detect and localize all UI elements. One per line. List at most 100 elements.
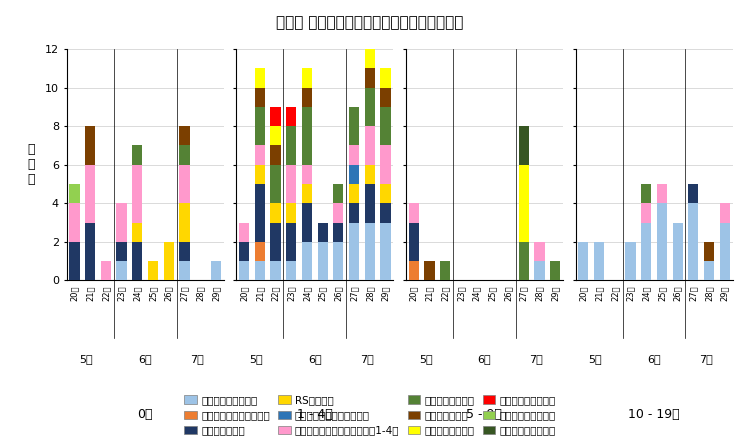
Bar	[302, 242, 312, 280]
Bar	[534, 261, 545, 280]
Bar	[380, 146, 391, 184]
Text: 0歳: 0歳	[138, 408, 153, 421]
Bar	[286, 261, 296, 280]
Bar	[286, 222, 296, 261]
Bar	[85, 126, 95, 165]
Bar	[85, 222, 95, 280]
Bar	[255, 184, 265, 242]
Bar	[101, 261, 111, 280]
Text: 5月: 5月	[588, 354, 602, 364]
Bar	[255, 107, 265, 146]
Bar	[270, 126, 280, 146]
Bar	[255, 88, 265, 107]
Bar	[408, 222, 419, 261]
Bar	[594, 242, 604, 280]
Bar	[333, 203, 343, 222]
Bar	[302, 107, 312, 165]
Bar	[333, 242, 343, 280]
Bar	[380, 222, 391, 280]
Bar	[657, 203, 667, 280]
Legend: 新型コロナウイルス, インフルエンザウイルス, ライノウイルス, RSウイルス, ヒトメタニューモウイルス, パラインフルエンザウイルス1-4型, ヒトボカウイ: 新型コロナウイルス, インフルエンザウイルス, ライノウイルス, RSウイルス,…	[181, 391, 559, 440]
Bar	[132, 146, 142, 165]
Text: 6月: 6月	[477, 354, 491, 364]
Bar	[365, 126, 375, 165]
Bar	[380, 184, 391, 203]
Bar	[349, 203, 359, 222]
Bar	[365, 184, 375, 222]
Bar	[85, 165, 95, 222]
Bar	[148, 261, 158, 280]
Bar	[380, 88, 391, 107]
Bar	[179, 203, 189, 242]
Bar	[349, 222, 359, 280]
Bar	[380, 203, 391, 222]
Bar	[641, 184, 651, 203]
Bar	[70, 184, 80, 203]
Bar	[578, 242, 588, 280]
Bar	[132, 222, 142, 242]
Bar	[302, 88, 312, 107]
Bar	[333, 184, 343, 203]
Bar	[179, 261, 189, 280]
Y-axis label: 検
出
数: 検 出 数	[27, 143, 35, 186]
Bar	[286, 203, 296, 222]
Bar	[132, 242, 142, 280]
Bar	[380, 68, 391, 88]
Bar	[255, 68, 265, 88]
Bar	[673, 222, 683, 280]
Bar	[349, 184, 359, 203]
Text: 5月: 5月	[249, 354, 263, 364]
Bar	[270, 203, 280, 222]
Text: 7月: 7月	[699, 354, 713, 364]
Text: 6月: 6月	[648, 354, 661, 364]
Bar	[179, 126, 189, 146]
Bar	[688, 203, 699, 280]
Bar	[534, 242, 545, 261]
Bar	[704, 242, 714, 261]
Text: 5 - 9歳: 5 - 9歳	[466, 408, 502, 421]
Bar	[519, 242, 529, 280]
Text: 10 - 19歳: 10 - 19歳	[628, 408, 680, 421]
Text: 5月: 5月	[79, 354, 93, 364]
Bar	[179, 242, 189, 261]
Bar	[349, 146, 359, 165]
Bar	[116, 261, 127, 280]
Bar	[132, 165, 142, 222]
Bar	[550, 261, 560, 280]
Bar	[211, 261, 221, 280]
Bar	[116, 203, 127, 242]
Bar	[270, 261, 280, 280]
Bar	[408, 203, 419, 222]
Bar	[286, 107, 296, 126]
Text: 5月: 5月	[419, 354, 432, 364]
Bar	[625, 242, 636, 280]
Bar	[349, 107, 359, 146]
Bar	[302, 203, 312, 242]
Bar	[365, 88, 375, 126]
Bar	[255, 146, 265, 165]
Bar	[688, 184, 699, 203]
Text: 7月: 7月	[190, 354, 204, 364]
Bar	[302, 68, 312, 88]
Text: 1 - 4歳: 1 - 4歳	[297, 408, 333, 421]
Bar	[365, 68, 375, 88]
Bar	[380, 107, 391, 146]
Bar	[239, 242, 249, 261]
Bar	[365, 165, 375, 184]
Bar	[270, 146, 280, 165]
Bar	[255, 261, 265, 280]
Bar	[641, 203, 651, 222]
Bar	[333, 222, 343, 242]
Bar	[286, 126, 296, 165]
Bar	[270, 165, 280, 203]
Bar	[255, 242, 265, 261]
Bar	[408, 261, 419, 280]
Bar	[519, 126, 529, 165]
Bar	[641, 222, 651, 280]
Bar	[302, 184, 312, 203]
Bar	[424, 261, 434, 280]
Bar	[719, 222, 730, 280]
Text: 年齢別 病原体検出数の推移（不検出を除く）: 年齢別 病原体検出数の推移（不検出を除く）	[276, 15, 464, 30]
Text: 7月: 7月	[360, 354, 374, 364]
Text: 6月: 6月	[138, 354, 152, 364]
